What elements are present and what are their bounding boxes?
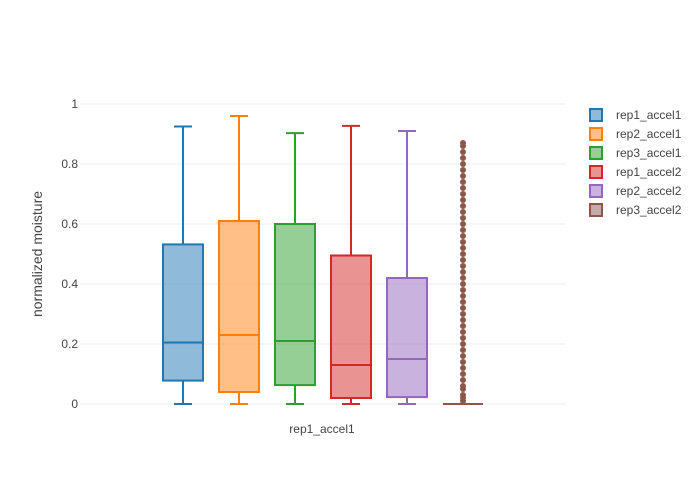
outlier-point [460, 392, 466, 398]
box-rep1_accel1 [162, 125, 204, 405]
legend[interactable]: rep1_accel1 rep2_accel1 rep3_accel1 rep1_ac… [589, 108, 682, 217]
outlier-point [460, 275, 466, 281]
outlier-point [460, 251, 466, 257]
legend-label: rep1_accel1 [616, 108, 682, 122]
legend-label: rep2_accel1 [616, 127, 682, 141]
outlier-point [460, 341, 466, 347]
outlier-point [460, 140, 466, 146]
grid-lines [80, 103, 566, 405]
outlier-point [460, 335, 466, 341]
outlier-point [460, 161, 466, 167]
outlier-point [460, 203, 466, 209]
outlier-point [460, 371, 466, 377]
legend-swatch [589, 108, 603, 122]
outlier-point [460, 287, 466, 293]
outlier-point [460, 269, 466, 275]
outlier-point [460, 191, 466, 197]
outlier-point [460, 215, 466, 221]
y-tick-label: 0.4 [61, 277, 78, 291]
outlier-point [460, 347, 466, 353]
box-iqr [162, 243, 204, 382]
outlier-point [460, 323, 466, 329]
box-rep2_accel2 [386, 130, 428, 405]
legend-label: rep3_accel2 [616, 203, 682, 217]
legend-swatch [589, 165, 603, 179]
outlier-point [460, 317, 466, 323]
outlier-point [460, 209, 466, 215]
outlier-point [460, 227, 466, 233]
box-rep1_accel2 [330, 124, 372, 405]
legend-item-rep3_accel1[interactable]: rep3_accel1 [589, 146, 682, 160]
box-rep3_accel2 [443, 140, 483, 405]
box-iqr [218, 220, 260, 393]
outlier-point [460, 353, 466, 359]
outlier-point [460, 197, 466, 203]
y-tick-label: 0.6 [61, 217, 78, 231]
box-iqr [330, 254, 372, 399]
legend-label: rep3_accel1 [616, 146, 682, 160]
legend-swatch [589, 127, 603, 141]
outlier-point [460, 263, 466, 269]
legend-label: rep1_accel2 [616, 165, 682, 179]
y-tick-label: 0 [71, 397, 78, 411]
box-iqr [274, 223, 316, 387]
y-tick-label: 0.2 [61, 337, 78, 351]
outlier-point [460, 377, 466, 383]
outlier-point [460, 149, 466, 155]
legend-swatch [589, 184, 603, 198]
outlier-point [460, 257, 466, 263]
box-rep2_accel1 [218, 115, 260, 405]
outlier-point [460, 293, 466, 299]
outlier-point [460, 383, 466, 389]
y-axis-title: normalized moisture [29, 191, 45, 317]
legend-swatch [589, 146, 603, 160]
outlier-point [460, 245, 466, 251]
legend-item-rep2_accel2[interactable]: rep2_accel2 [589, 184, 682, 198]
y-tick-label: 1 [71, 97, 78, 111]
legend-item-rep1_accel1[interactable]: rep1_accel1 [589, 108, 682, 122]
y-axis-ticks: 0 0.2 0.4 0.6 0.8 1 [61, 97, 78, 411]
outlier-point [460, 167, 466, 173]
outlier-point [460, 329, 466, 335]
outlier-point [460, 359, 466, 365]
outlier-point [460, 179, 466, 185]
outlier-point [460, 239, 466, 245]
legend-item-rep2_accel1[interactable]: rep2_accel1 [589, 127, 682, 141]
legend-swatch [589, 203, 603, 217]
box-rep3_accel1 [274, 132, 316, 405]
y-tick-label: 0.8 [61, 157, 78, 171]
legend-item-rep3_accel2[interactable]: rep3_accel2 [589, 203, 682, 217]
outlier-point [460, 299, 466, 305]
outlier-point [460, 173, 466, 179]
outlier-point [460, 233, 466, 239]
legend-label: rep2_accel2 [616, 184, 682, 198]
legend-item-rep1_accel2[interactable]: rep1_accel2 [589, 165, 682, 179]
box-iqr [386, 277, 428, 399]
outlier-point [460, 155, 466, 161]
outlier-point [460, 305, 466, 311]
outlier-point [460, 221, 466, 227]
box-series-group [162, 115, 483, 405]
outlier-point [460, 185, 466, 191]
x-category-label: rep1_accel1 [289, 422, 355, 436]
outlier-point [460, 281, 466, 287]
outlier-point [460, 365, 466, 371]
outlier-point [460, 311, 466, 317]
